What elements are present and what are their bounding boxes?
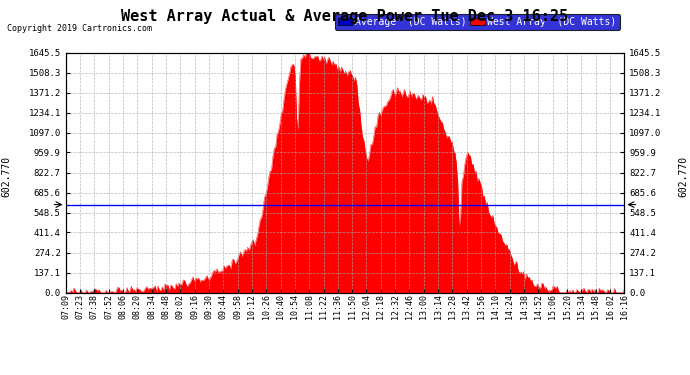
Legend: Average  (DC Watts), West Array  (DC Watts): Average (DC Watts), West Array (DC Watts…: [335, 14, 620, 30]
Text: 602.770: 602.770: [1, 156, 11, 197]
Text: West Array Actual & Average Power Tue Dec 3 16:25: West Array Actual & Average Power Tue De…: [121, 9, 569, 24]
Text: Copyright 2019 Cartronics.com: Copyright 2019 Cartronics.com: [7, 24, 152, 33]
Text: 602.770: 602.770: [679, 156, 689, 197]
